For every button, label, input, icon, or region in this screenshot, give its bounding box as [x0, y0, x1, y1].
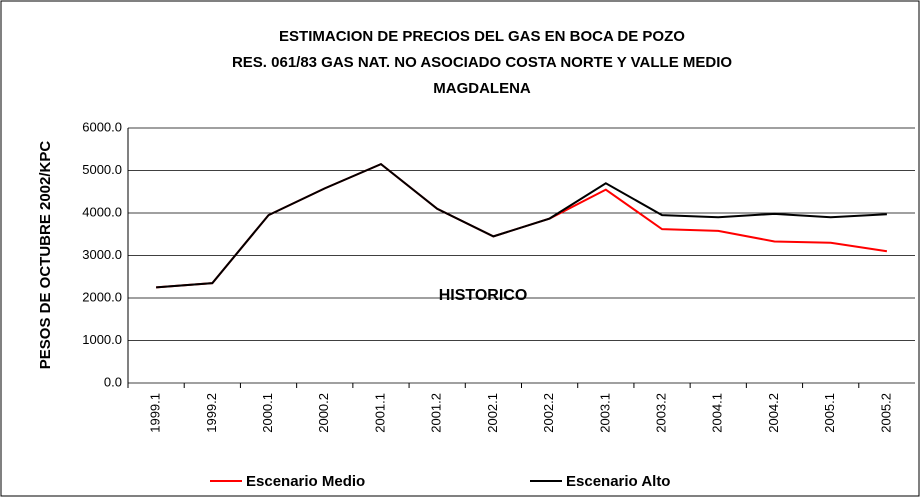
chart-title: ESTIMACION DE PRECIOS DEL GAS EN BOCA DE…	[279, 28, 685, 45]
x-tick-label: 2002.1	[485, 393, 500, 433]
x-tick-label: 1999.2	[204, 393, 219, 433]
x-tick-label: 1999.1	[148, 393, 163, 433]
y-tick-label: 2000.0	[82, 289, 122, 304]
y-tick-label: 6000.0	[82, 119, 122, 134]
x-tick-label: 2000.2	[316, 393, 331, 433]
chart-title: MAGDALENA	[433, 80, 531, 97]
x-tick-label: 2002.2	[541, 393, 556, 433]
legend-label: Escenario Medio	[246, 473, 365, 490]
y-axis-label: PESOS DE OCTUBRE 2002/KPC	[37, 141, 54, 370]
y-tick-label: 4000.0	[82, 204, 122, 219]
y-tick-label: 3000.0	[82, 247, 122, 262]
x-tick-label: 2000.1	[260, 393, 275, 433]
x-tick-label: 2004.2	[766, 393, 781, 433]
y-tick-label: 1000.0	[82, 332, 122, 347]
y-tick-label: 5000.0	[82, 162, 122, 177]
x-tick-label: 2004.1	[710, 393, 725, 433]
annotation: HISTORICO	[439, 287, 528, 304]
series-line	[156, 162, 887, 289]
y-tick-label: 0.0	[104, 374, 122, 389]
x-tick-label: 2003.2	[653, 393, 668, 433]
x-tick-label: 2005.2	[878, 393, 893, 433]
legend-label: Escenario Alto	[566, 473, 670, 490]
x-tick-label: 2005.1	[822, 393, 837, 433]
x-tick-label: 2001.1	[372, 393, 387, 433]
x-tick-label: 2001.2	[429, 393, 444, 433]
chart-title: RES. 061/83 GAS NAT. NO ASOCIADO COSTA N…	[232, 54, 732, 71]
x-tick-label: 2003.1	[597, 393, 612, 433]
